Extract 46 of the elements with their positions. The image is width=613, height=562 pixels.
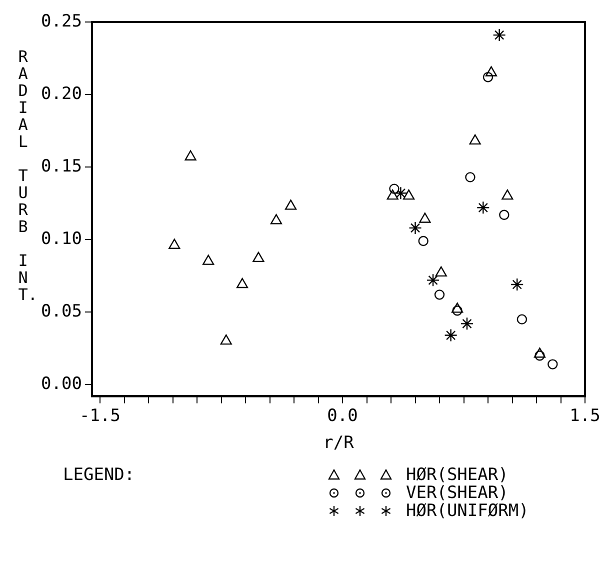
legend-title: LEGEND:	[62, 465, 136, 487]
point	[426, 274, 440, 287]
point	[502, 189, 514, 200]
point	[220, 334, 232, 345]
point	[460, 317, 474, 330]
x-tick-label: 0.0	[327, 406, 358, 426]
point	[394, 186, 408, 200]
y-tick-label: 0.00	[40, 374, 82, 394]
point	[492, 28, 506, 42]
point	[435, 266, 447, 277]
point	[465, 172, 476, 182]
text: RADIAL TURB INT.	[18, 47, 38, 304]
point	[270, 214, 282, 224]
point	[516, 314, 528, 324]
point	[184, 150, 196, 160]
point	[485, 66, 498, 76]
x-tick-label: -1.5	[80, 406, 120, 426]
y-tick-label: 0.20	[40, 84, 82, 104]
point	[418, 236, 428, 246]
y-tick-label: 0.10	[40, 228, 82, 249]
point	[252, 252, 264, 262]
point	[284, 200, 297, 210]
legend-label: VER(SHEAR)	[406, 483, 508, 503]
point	[408, 221, 422, 235]
y-tick-label: 0.15	[40, 156, 82, 176]
y-tick-label: 0.05	[40, 302, 82, 322]
x-tick-label: 1.5	[570, 406, 600, 426]
point	[451, 302, 464, 313]
point	[444, 328, 458, 342]
point	[548, 359, 558, 370]
point	[499, 210, 510, 220]
point	[402, 189, 415, 200]
point	[476, 201, 490, 214]
point	[168, 238, 180, 249]
point	[386, 189, 398, 200]
point	[510, 278, 524, 292]
point	[469, 134, 481, 145]
x-axis-title: r/R	[323, 433, 355, 454]
point	[534, 348, 546, 358]
point	[236, 278, 248, 288]
legend-label: HØR(SHEAR)	[406, 465, 508, 485]
legend-label: HØR(UNIFØRM)	[406, 501, 529, 521]
y-tick-label: 0.25	[40, 11, 82, 32]
point	[202, 254, 214, 265]
point	[419, 212, 431, 223]
point	[434, 290, 445, 300]
